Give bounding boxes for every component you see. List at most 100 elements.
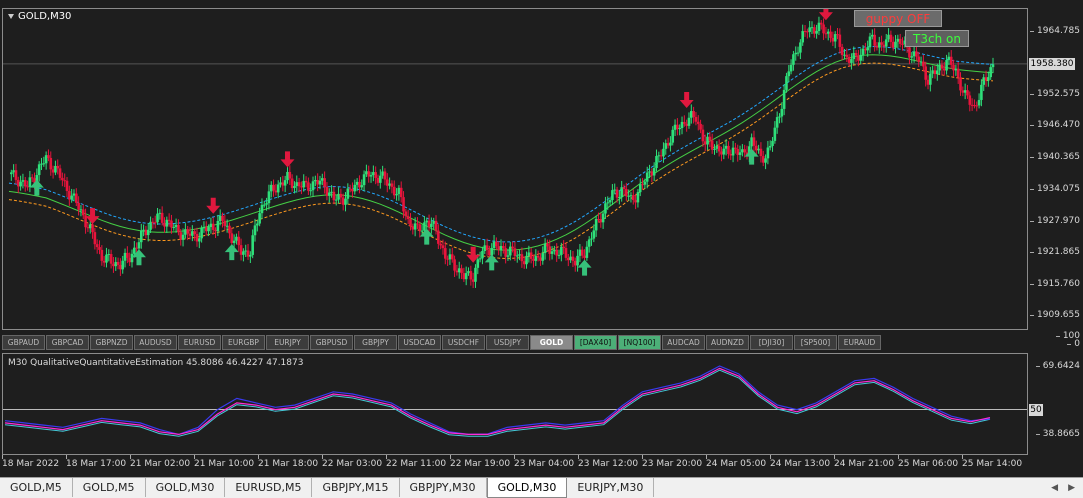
candle	[882, 41, 886, 53]
chart-tab[interactable]: GOLD,M5	[0, 478, 73, 497]
candle	[283, 175, 287, 193]
symbol-button-gbpcad[interactable]: GBPCAD	[46, 335, 89, 350]
collapse-triangle-icon[interactable]	[8, 13, 14, 19]
candle	[471, 272, 475, 289]
candle	[657, 151, 661, 163]
candle	[399, 181, 403, 203]
candle	[912, 46, 916, 63]
time-label: 18 Mar 2022	[2, 455, 60, 469]
symbol-button-eurjpy[interactable]: EURJPY	[266, 335, 309, 350]
chart-tab[interactable]: GOLD,M30	[146, 478, 226, 497]
candle	[936, 63, 939, 81]
symbol-button-dax40[interactable]: [DAX40]	[574, 335, 617, 350]
time-label: 21 Mar 18:00	[258, 455, 319, 469]
candle	[922, 54, 925, 72]
candle	[202, 221, 206, 233]
candle	[455, 264, 459, 276]
candle	[184, 223, 187, 239]
candle	[112, 256, 115, 273]
candle	[926, 75, 930, 90]
tab-scroll-right-icon[interactable]: ▶	[1068, 483, 1075, 493]
candle	[304, 176, 308, 188]
candle	[253, 218, 257, 242]
candle	[54, 160, 57, 176]
candle	[51, 165, 55, 179]
symbol-button-gbpjpy[interactable]: GBPJPY	[354, 335, 397, 350]
symbol-button-audcad[interactable]: AUDCAD	[662, 335, 705, 350]
candle	[629, 192, 633, 203]
symbol-button-usdcad[interactable]: USDCAD	[398, 335, 441, 350]
symbol-button-usdchf[interactable]: USDCHF	[442, 335, 485, 350]
candle	[339, 188, 343, 205]
candle	[933, 65, 937, 79]
candle	[622, 184, 626, 196]
candle	[181, 228, 185, 247]
candle	[687, 112, 691, 129]
candle	[395, 188, 398, 201]
candle	[866, 40, 869, 57]
candle	[977, 93, 981, 109]
candle	[968, 91, 972, 112]
chart-tab[interactable]: EURJPY,M30	[567, 478, 655, 497]
candle	[444, 241, 447, 265]
symbol-button-eurusd[interactable]: EURUSD	[178, 335, 221, 350]
symbol-button-gbpusd[interactable]: GBPUSD	[310, 335, 353, 350]
candle	[984, 70, 988, 87]
symbol-button-gold[interactable]: GOLD	[530, 335, 573, 350]
candle	[666, 137, 670, 149]
symbol-button-dji30[interactable]: [DJI30]	[750, 335, 793, 350]
candle	[850, 53, 853, 70]
time-axis[interactable]: 18 Mar 2022 18 Mar 17:00 21 Mar 02:00 21 Ma…	[2, 455, 1028, 476]
candle	[492, 234, 496, 255]
candle	[156, 207, 159, 225]
price-axis[interactable]: 1964.785 1952.575 1946.470 1940.365 1934.075…	[1029, 8, 1083, 330]
price-chart-pane[interactable]: GOLD,M30 guppy OFF T3ch on	[2, 8, 1028, 330]
t3ch-toggle-button[interactable]: T3ch on	[905, 30, 969, 47]
guppy-toggle-button[interactable]: guppy OFF	[854, 10, 942, 27]
time-label: 22 Mar 19:00	[450, 455, 511, 469]
candle	[891, 36, 895, 51]
symbol-button-eurgbp[interactable]: EURGBP	[222, 335, 265, 350]
time-label: 23 Mar 20:00	[642, 455, 703, 469]
indicator-axis[interactable]: 100 69.6424 50 38.8665 0	[1029, 331, 1083, 455]
symbol-button-gbpnzd[interactable]: GBPNZD	[90, 335, 133, 350]
candle	[806, 28, 809, 39]
indicator-tick: 100	[1055, 331, 1080, 341]
indicator-label: M30 QualitativeQuantitativeEstimation 45…	[8, 358, 304, 368]
chart-tab[interactable]: GBPJPY,M30	[400, 478, 487, 497]
symbol-button-usdjpy[interactable]: USDJPY	[486, 335, 529, 350]
candle	[276, 180, 280, 199]
chart-tab[interactable]: GBPJPY,M15	[312, 478, 400, 497]
candle	[485, 238, 489, 256]
symbol-button-audnzd[interactable]: AUDNZD	[706, 335, 749, 350]
chart-tab[interactable]: EURUSD,M5	[225, 478, 313, 497]
candle	[752, 130, 756, 153]
symbol-button-sp500[interactable]: [SP500]	[794, 335, 837, 350]
candle	[785, 72, 788, 93]
candle	[420, 224, 424, 236]
candle	[495, 237, 498, 250]
indicator-pane[interactable]: M30 QualitativeQuantitativeEstimation 45…	[2, 353, 1028, 455]
candle	[478, 251, 482, 263]
candle	[587, 236, 591, 253]
candle	[576, 249, 579, 272]
candle	[358, 175, 361, 194]
candle	[847, 53, 851, 67]
candle	[341, 193, 345, 211]
candle	[843, 48, 846, 60]
candle	[114, 257, 118, 271]
symbol-button-audusd[interactable]: AUDUSD	[134, 335, 177, 350]
chart-tab[interactable]: GOLD,M5	[73, 478, 146, 497]
candle	[307, 177, 310, 195]
candle	[715, 141, 719, 153]
chart-tab[interactable]: GOLD,M30	[486, 478, 568, 498]
symbol-button-nq100[interactable]: [NQ100]	[618, 335, 661, 350]
buy-arrow-icon	[131, 249, 146, 266]
candle	[462, 267, 466, 282]
symbol-button-euraud[interactable]: EURAUD	[838, 335, 881, 350]
candle	[819, 19, 823, 30]
candle	[683, 115, 686, 127]
candle	[228, 222, 231, 239]
symbol-button-gbpaud[interactable]: GBPAUD	[2, 335, 45, 350]
tab-scroll-left-icon[interactable]: ◀	[1051, 483, 1059, 493]
